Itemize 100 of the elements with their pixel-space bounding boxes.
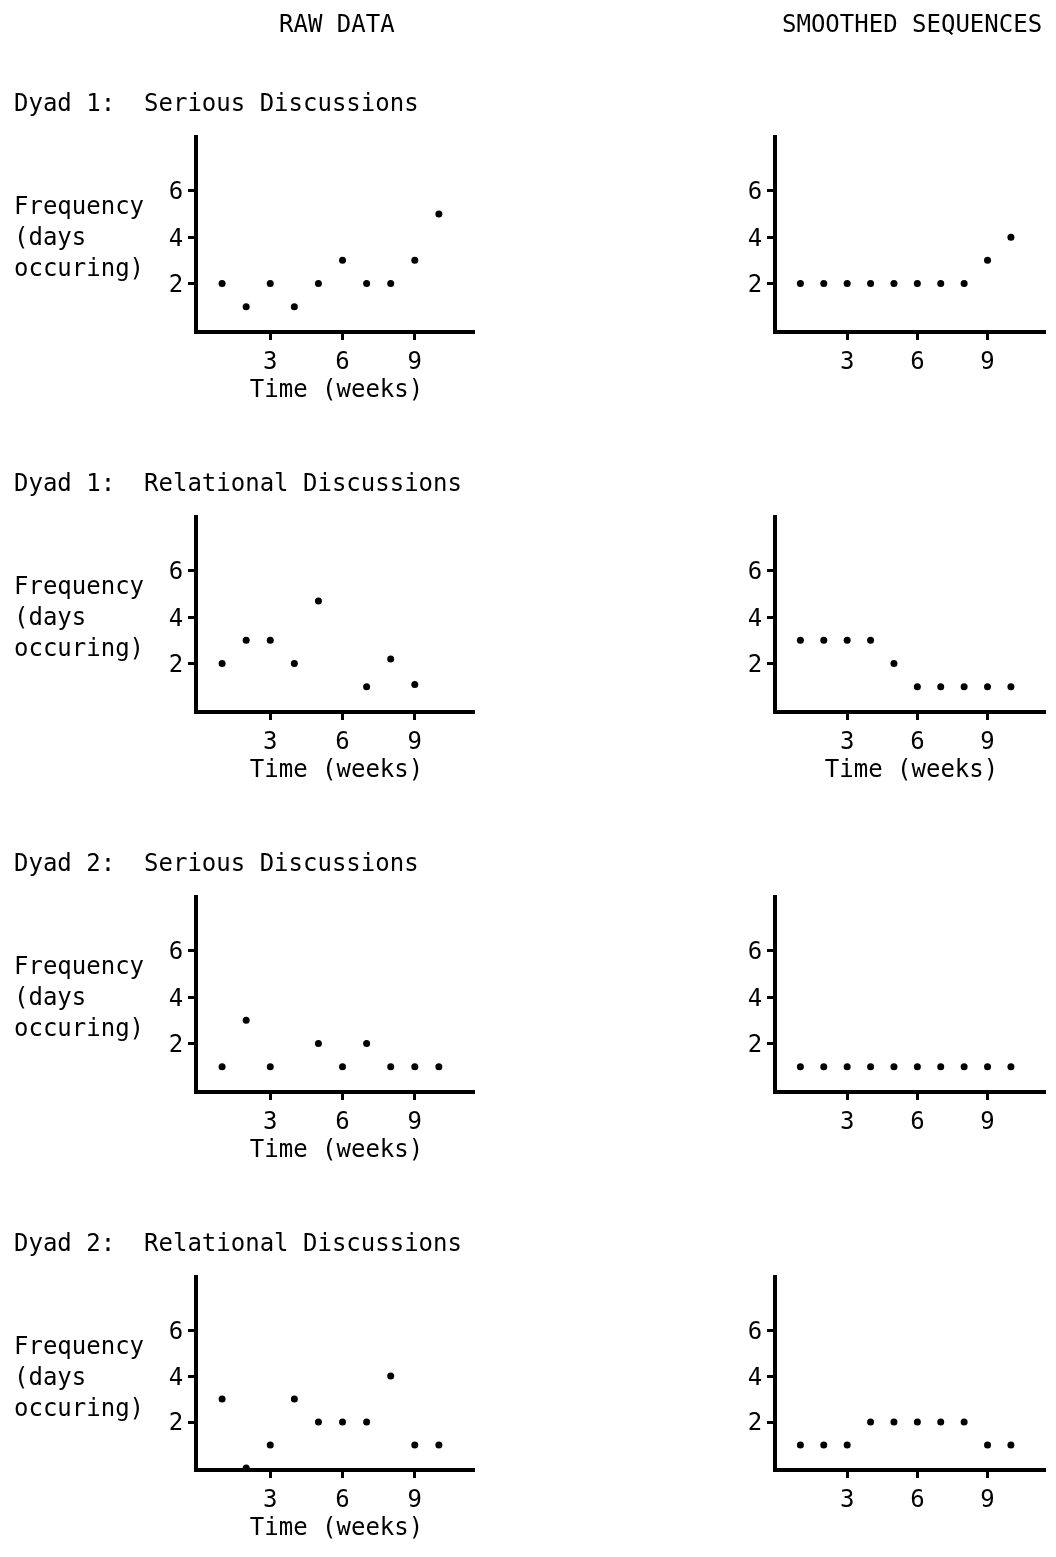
point [242,636,250,644]
x-axis-title: Time (weeks) [249,754,424,783]
point [387,280,395,288]
point [960,280,968,288]
point [890,660,898,668]
point [290,303,298,311]
point [314,1040,322,1048]
point [435,1441,443,1449]
y-tick-label: 6 [168,937,184,966]
point [960,683,968,691]
y-tick-label: 2 [747,1408,763,1437]
y-tick-label: 2 [168,269,184,298]
x-tick-label: 3 [839,1484,855,1513]
point [387,1063,395,1071]
point [796,636,804,644]
x-tick-label: 3 [839,726,855,755]
point [266,636,274,644]
chart-title: Dyad 2: Relational Discussions [14,1229,462,1257]
point [242,303,250,311]
x-tick-label: 6 [335,1484,350,1513]
y-tick-label: 4 [168,223,184,252]
x-tick-label: 9 [980,1106,995,1135]
x-tick-label: 9 [407,726,423,755]
x-tick-label: 6 [335,726,350,755]
x-tick-label: 9 [980,346,995,375]
x-tick-label: 3 [263,726,278,755]
point [290,1395,298,1403]
point [820,636,828,644]
chart-title: Dyad 1: Relational Discussions [14,469,462,497]
point [796,280,804,288]
point [843,636,851,644]
chart-title: Dyad 2: Serious Discussions [14,849,419,877]
point [387,1372,395,1380]
x-tick-label: 6 [910,1106,925,1135]
chart-title: Dyad 1: Serious Discussions [14,89,419,117]
point [339,1063,347,1071]
point [363,1418,371,1426]
point [314,280,322,288]
point [411,680,419,688]
x-axis-title: Time (weeks) [824,754,999,783]
y-tick-label: 6 [747,937,763,966]
point [363,280,371,288]
x-tick-label: 6 [910,726,925,755]
x-tick-label: 6 [910,346,925,375]
x-tick-label: 6 [335,1106,350,1135]
point [339,256,347,264]
y-axis-title: Frequency (days occuring) [14,1332,145,1423]
x-tick-label: 3 [839,1106,855,1135]
x-tick-label: 9 [407,346,423,375]
x-tick-label: 9 [980,726,995,755]
y-tick-label: 4 [747,1362,763,1391]
point [867,636,875,644]
x-tick-label: 6 [335,346,350,375]
y-tick-label: 2 [168,1408,184,1437]
point [242,1016,250,1024]
point [890,280,898,288]
x-tick-label: 6 [910,1484,925,1513]
y-tick-label: 6 [747,1316,763,1345]
point [218,1063,226,1071]
y-tick-label: 4 [168,603,184,632]
x-tick-label: 9 [407,1106,423,1135]
y-tick-label: 4 [168,1362,184,1391]
text: RAW DATA [279,10,396,38]
point [984,683,992,691]
y-tick-label: 6 [747,177,763,206]
point [913,280,921,288]
y-tick-label: 2 [747,269,763,298]
point [339,1418,347,1426]
y-tick-label: 6 [747,557,763,586]
point [363,1040,371,1048]
y-tick-label: 2 [168,649,184,678]
point [411,1441,419,1449]
point [266,1441,274,1449]
x-tick-label: 3 [263,1484,278,1513]
point [411,256,419,264]
y-tick-label: 4 [747,223,763,252]
point [411,1063,419,1071]
y-tick-label: 6 [168,557,184,586]
point [435,1063,443,1071]
y-axis-title: Frequency (days occuring) [14,572,145,663]
point [937,683,945,691]
point [218,1395,226,1403]
y-tick-label: 4 [168,983,184,1012]
x-tick-label: 9 [980,1484,995,1513]
point [937,280,945,288]
point [218,280,226,288]
x-tick-label: 3 [263,346,278,375]
point [1007,233,1015,241]
y-tick-label: 2 [168,1029,184,1058]
point [290,660,298,668]
point [266,280,274,288]
y-axis-title: Frequency (days occuring) [14,952,145,1043]
x-tick-label: 9 [407,1484,423,1513]
x-axis-title: Time (weeks) [249,1134,424,1163]
x-axis-title: Time (weeks) [249,1512,424,1541]
point [867,280,875,288]
point [435,210,443,218]
x-tick-label: 3 [839,346,855,375]
text: SMOOTHED SEQUENCES [782,10,1043,38]
point [314,597,322,605]
